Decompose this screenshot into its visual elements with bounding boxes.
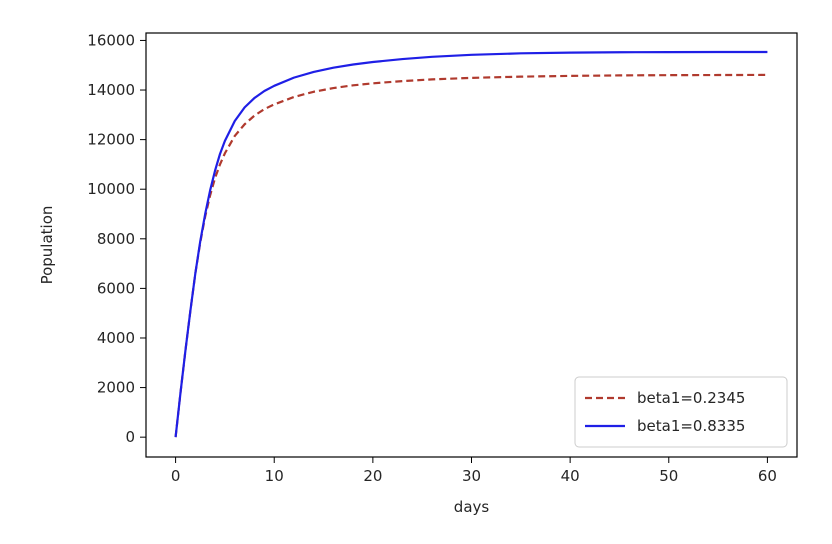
x-tick-label: 10 (265, 467, 284, 485)
x-axis-ticks: 0 10 20 30 40 50 60 (171, 457, 777, 485)
y-tick-label: 10000 (87, 180, 135, 198)
legend-box (574, 376, 788, 448)
y-tick-label: 6000 (97, 279, 135, 297)
x-tick-label: 60 (758, 467, 777, 485)
x-axis-label: days (454, 498, 490, 516)
plot-lines (174, 50, 768, 438)
y-tick-label: 12000 (87, 131, 135, 149)
y-tick-label: 14000 (87, 81, 135, 99)
y-axis-ticks: 0 2000 4000 6000 8000 10000 12000 14000 16000 (87, 31, 146, 446)
y-tick-label: 8000 (97, 230, 135, 248)
x-tick-label: 20 (363, 467, 382, 485)
legend-label-2: beta1=0.8335 (637, 417, 745, 435)
y-tick-label: 16000 (87, 31, 135, 49)
legend-label-1: beta1=0.2345 (637, 389, 745, 407)
x-tick-label: 30 (462, 467, 481, 485)
y-tick-label: 2000 (97, 379, 135, 397)
x-tick-label: 40 (561, 467, 580, 485)
x-tick-label: 0 (171, 467, 181, 485)
legend: beta1=0.2345 beta1=0.8335 (574, 376, 788, 448)
y-tick-label: 4000 (97, 329, 135, 347)
y-tick-label: 0 (125, 428, 135, 446)
series-line-2 (174, 50, 768, 438)
y-axis-label: Population (38, 206, 56, 285)
x-tick-label: 50 (659, 467, 678, 485)
